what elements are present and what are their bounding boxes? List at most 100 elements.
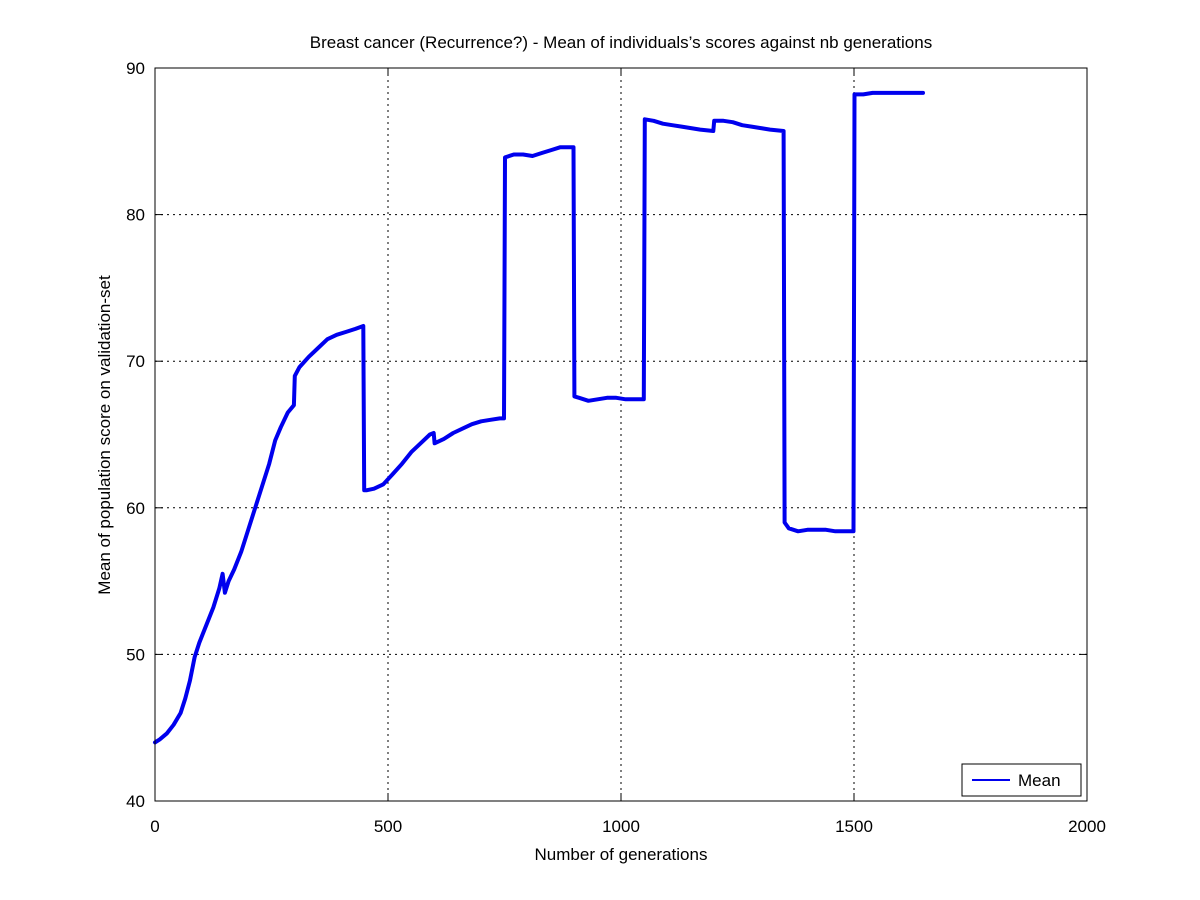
data-point [711,129,715,133]
data-point [344,330,348,334]
data-point [880,91,884,95]
data-point [833,529,837,533]
data-point [172,723,176,727]
data-point [572,145,575,149]
data-point [768,128,772,132]
data-point [642,397,646,401]
data-point [400,462,404,466]
data-point [853,92,856,96]
data-point [824,528,828,532]
ticks [154,67,1088,802]
data-point [419,441,423,445]
data-point [260,484,264,488]
data-point [512,153,516,156]
data-point [871,91,875,95]
data-point [223,591,227,595]
data-point [759,126,763,130]
data-point [661,122,665,126]
x-tick-label: 1500 [835,817,873,836]
data-point [852,529,855,533]
data-point [335,333,339,337]
data-point [286,411,290,414]
data-point [391,472,395,476]
data-point [246,528,250,532]
data-point [227,579,231,583]
y-tick-label: 40 [126,792,145,811]
data-point [381,482,385,486]
data-point [325,337,329,341]
data-point [889,91,893,95]
x-tick-label: 2000 [1068,817,1106,836]
y-tick-label: 60 [126,499,145,518]
data-point [698,128,702,132]
data-point [193,655,197,659]
data-point [211,606,215,609]
y-tick-label: 50 [126,645,145,664]
data-point [787,526,791,530]
data-point [908,91,912,95]
data-point [442,437,446,441]
data-point [614,396,618,400]
x-tick-label: 500 [374,817,402,836]
data-point [731,120,735,124]
data-point [572,394,576,398]
tick-labels: 0 500 1000 1500 2000 40 50 60 70 80 90 [126,59,1106,836]
data-point [782,129,786,133]
data-point [479,419,483,423]
chart-title: Breast cancer (Recurrence?) - Mean of in… [310,33,932,52]
data-point [586,399,590,403]
data-point [750,125,753,129]
data-point [921,91,925,95]
data-point [221,572,225,576]
data-point [316,346,320,350]
data-point [549,148,553,152]
data-point [540,151,544,155]
data-point [652,119,656,123]
x-tick-label: 1000 [602,817,640,836]
data-point [279,425,283,429]
data-point [596,397,600,401]
legend: Mean [961,763,1082,797]
data-point [179,711,183,715]
data-point [489,418,492,422]
data-point [353,327,357,331]
data-point [502,416,506,420]
data-point [432,431,436,435]
data-point [158,737,162,741]
data-point [204,623,208,627]
data-point [451,431,455,435]
data-point [722,119,725,123]
data-point [365,488,369,492]
data-point [188,679,192,683]
data-point [498,416,502,420]
y-axis-label: Mean of population score on validation-s… [95,275,114,595]
data-point [815,528,819,532]
data-point [409,450,413,454]
data-point [232,567,236,571]
data-point [470,422,474,426]
data-point [843,529,847,533]
y-tick-label: 90 [126,59,145,78]
data-point [253,506,257,510]
data-point [740,123,744,127]
data-point [292,403,296,407]
data-point [217,586,221,590]
data-point [670,123,674,127]
y-tick-label: 80 [126,206,145,225]
data-point [680,125,684,129]
data-point [362,488,366,492]
data-point [239,550,243,554]
data-point [298,365,301,369]
data-point [861,92,865,96]
data-point [273,438,277,442]
series-layer [153,90,925,745]
data-point [293,374,297,378]
y-tick-label: 70 [126,352,145,371]
data-point [796,529,800,533]
data-point [372,487,376,491]
data-point [267,462,271,466]
x-axis-label: Number of generations [535,845,708,864]
legend-label: Mean [1018,771,1061,790]
data-point [805,528,809,532]
